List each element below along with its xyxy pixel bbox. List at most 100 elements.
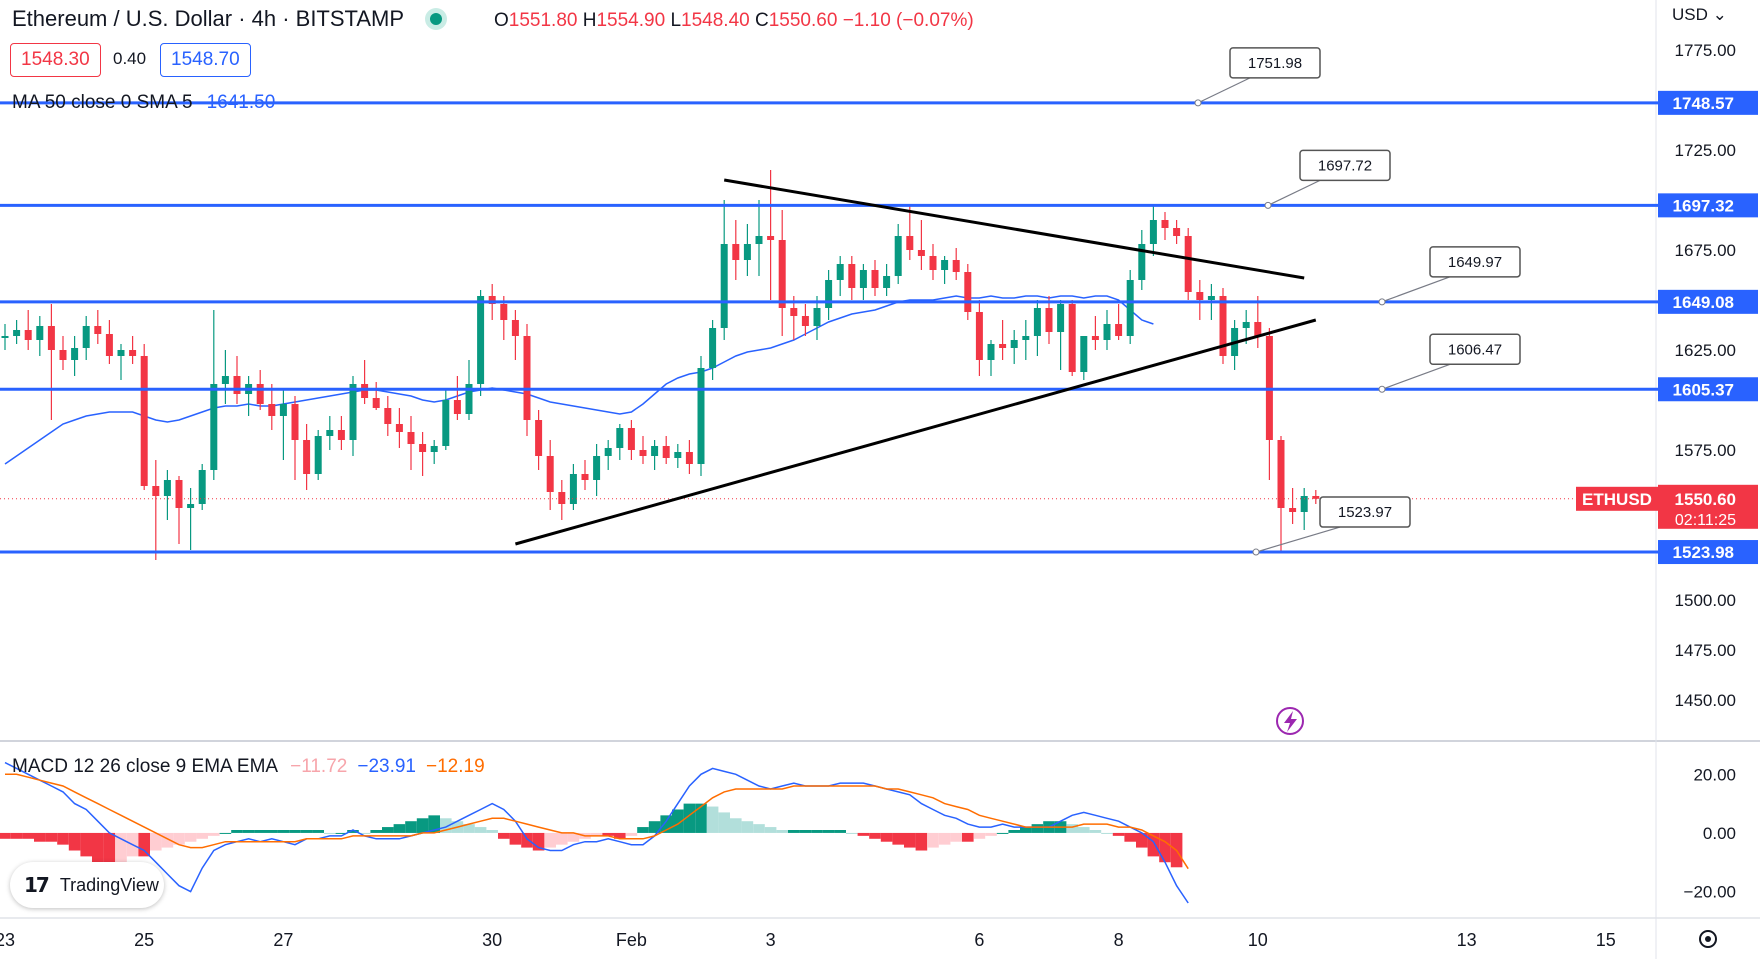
- candle: [94, 310, 102, 344]
- candle-body: [778, 240, 786, 308]
- candle: [419, 432, 427, 476]
- candle: [662, 436, 670, 464]
- candle: [581, 460, 589, 490]
- candle: [1091, 316, 1099, 350]
- candle-body: [917, 250, 925, 256]
- macd-hist-bar: [57, 832, 69, 845]
- macd-hist-bar: [45, 832, 58, 842]
- settings-gear-icon[interactable]: [1699, 930, 1717, 948]
- candle-body: [558, 492, 566, 504]
- candle: [604, 440, 612, 470]
- candle-body: [1103, 324, 1111, 340]
- candle-body: [929, 256, 937, 270]
- ma-legend[interactable]: MA 50 close 0 SMA 5 1641.50: [12, 92, 275, 114]
- macd-hist-bar: [289, 830, 301, 833]
- candle-body: [430, 446, 438, 452]
- callout-box: [1319, 496, 1411, 528]
- ma-value: 1641.50: [206, 92, 276, 113]
- candle-countdown: 02:11:25: [1675, 512, 1736, 529]
- price-tick-label: 1575.00: [1675, 441, 1736, 460]
- trendlines-layer[interactable]: [514, 178, 1317, 546]
- candle: [1265, 328, 1273, 480]
- candle-body: [59, 350, 67, 360]
- candle: [975, 300, 983, 376]
- candles-layer[interactable]: [0, 170, 1656, 560]
- level-price-label: 1649.08: [1673, 293, 1734, 312]
- candle-body: [836, 264, 844, 280]
- candle-body: [36, 326, 44, 340]
- candle: [546, 440, 554, 510]
- currency-dropdown[interactable]: USD ⌄: [1672, 5, 1727, 24]
- symbol-header[interactable]: Ethereum / U.S. Dollar · 4h · BITSTAMP: [12, 6, 464, 32]
- candle: [279, 390, 287, 460]
- candle: [1312, 490, 1320, 504]
- macd-legend[interactable]: MACD 12 26 close 9 EMA EMA −11.72 −23.91 −1…: [12, 756, 485, 778]
- ma-label[interactable]: MA 50 close 0 SMA 5: [12, 92, 193, 113]
- candle: [1196, 280, 1204, 320]
- macd-hist-bar: [1031, 824, 1044, 833]
- callout-leader: [1267, 179, 1321, 206]
- candle-body: [337, 430, 345, 440]
- candle-body: [129, 350, 137, 356]
- macd-hist-bar: [811, 830, 823, 833]
- candle: [848, 256, 856, 300]
- candle: [1080, 336, 1088, 380]
- candle-body: [790, 308, 798, 316]
- candle-body: [697, 368, 705, 464]
- horizontal-levels-layer[interactable]: 1748.57 1751.98 1697.32 1697.72 1649.08 1649.…: [0, 47, 1758, 565]
- macd-hist-bar: [1136, 832, 1148, 848]
- tradingview-badge[interactable]: 17 TradingView: [10, 862, 164, 908]
- candle: [117, 344, 125, 380]
- macd-hist-bar: [1066, 824, 1078, 833]
- market-open-dot: [430, 13, 443, 26]
- time-tick-label: 25: [134, 930, 154, 950]
- price-tick-label: 1450.00: [1675, 691, 1736, 710]
- macd-hist-bar: [22, 832, 34, 839]
- macd-hist-bar: [115, 832, 127, 863]
- candle: [268, 384, 276, 430]
- sell-price-button[interactable]: 1548.30: [10, 43, 101, 77]
- macd-hist-bar: [938, 832, 951, 845]
- candle: [801, 304, 809, 336]
- candle: [1173, 220, 1181, 244]
- macd-label[interactable]: MACD 12 26 close 9 EMA EMA: [12, 756, 279, 777]
- macd-hist-bar: [440, 818, 452, 833]
- candle: [929, 244, 937, 280]
- candle-body: [291, 404, 299, 440]
- candle: [326, 416, 334, 450]
- candle: [221, 350, 229, 404]
- price-tick-label: 1500.00: [1675, 591, 1736, 610]
- macd-hist-bar: [637, 827, 649, 833]
- candle-body: [24, 330, 32, 340]
- candle-body: [163, 480, 171, 496]
- macd-hist-bar: [556, 832, 568, 845]
- candle-body: [117, 350, 125, 356]
- candle-body: [453, 400, 461, 414]
- macd-hist-bar: [962, 832, 974, 842]
- candle: [651, 440, 659, 470]
- macd-hist-bar: [834, 830, 846, 833]
- macd-hist-bar: [1008, 830, 1020, 833]
- candle: [917, 220, 925, 270]
- candle-body: [326, 430, 334, 436]
- macd-hist-bar: [822, 830, 835, 833]
- buy-price-button[interactable]: 1548.70: [160, 43, 251, 77]
- symbol-title[interactable]: Ethereum / U.S. Dollar · 4h · BITSTAMP: [12, 6, 405, 31]
- candle-body: [1161, 220, 1169, 228]
- lightning-icon[interactable]: [1276, 707, 1304, 735]
- macd-hist-bar: [1147, 832, 1160, 857]
- macd-signal-line: [5, 773, 1189, 870]
- callout-box: [1429, 333, 1521, 366]
- macd-hist-bar: [904, 832, 916, 848]
- macd-hist-bar: [358, 832, 371, 834]
- candle-body: [384, 408, 392, 424]
- macd-hist-bar: [1089, 830, 1102, 833]
- macd-hist-bar: [184, 832, 197, 842]
- macd-hist-bar: [138, 832, 150, 857]
- candle: [674, 444, 682, 468]
- candle-body: [581, 474, 589, 480]
- candle: [407, 416, 415, 470]
- candle: [24, 310, 32, 350]
- candle: [303, 424, 311, 490]
